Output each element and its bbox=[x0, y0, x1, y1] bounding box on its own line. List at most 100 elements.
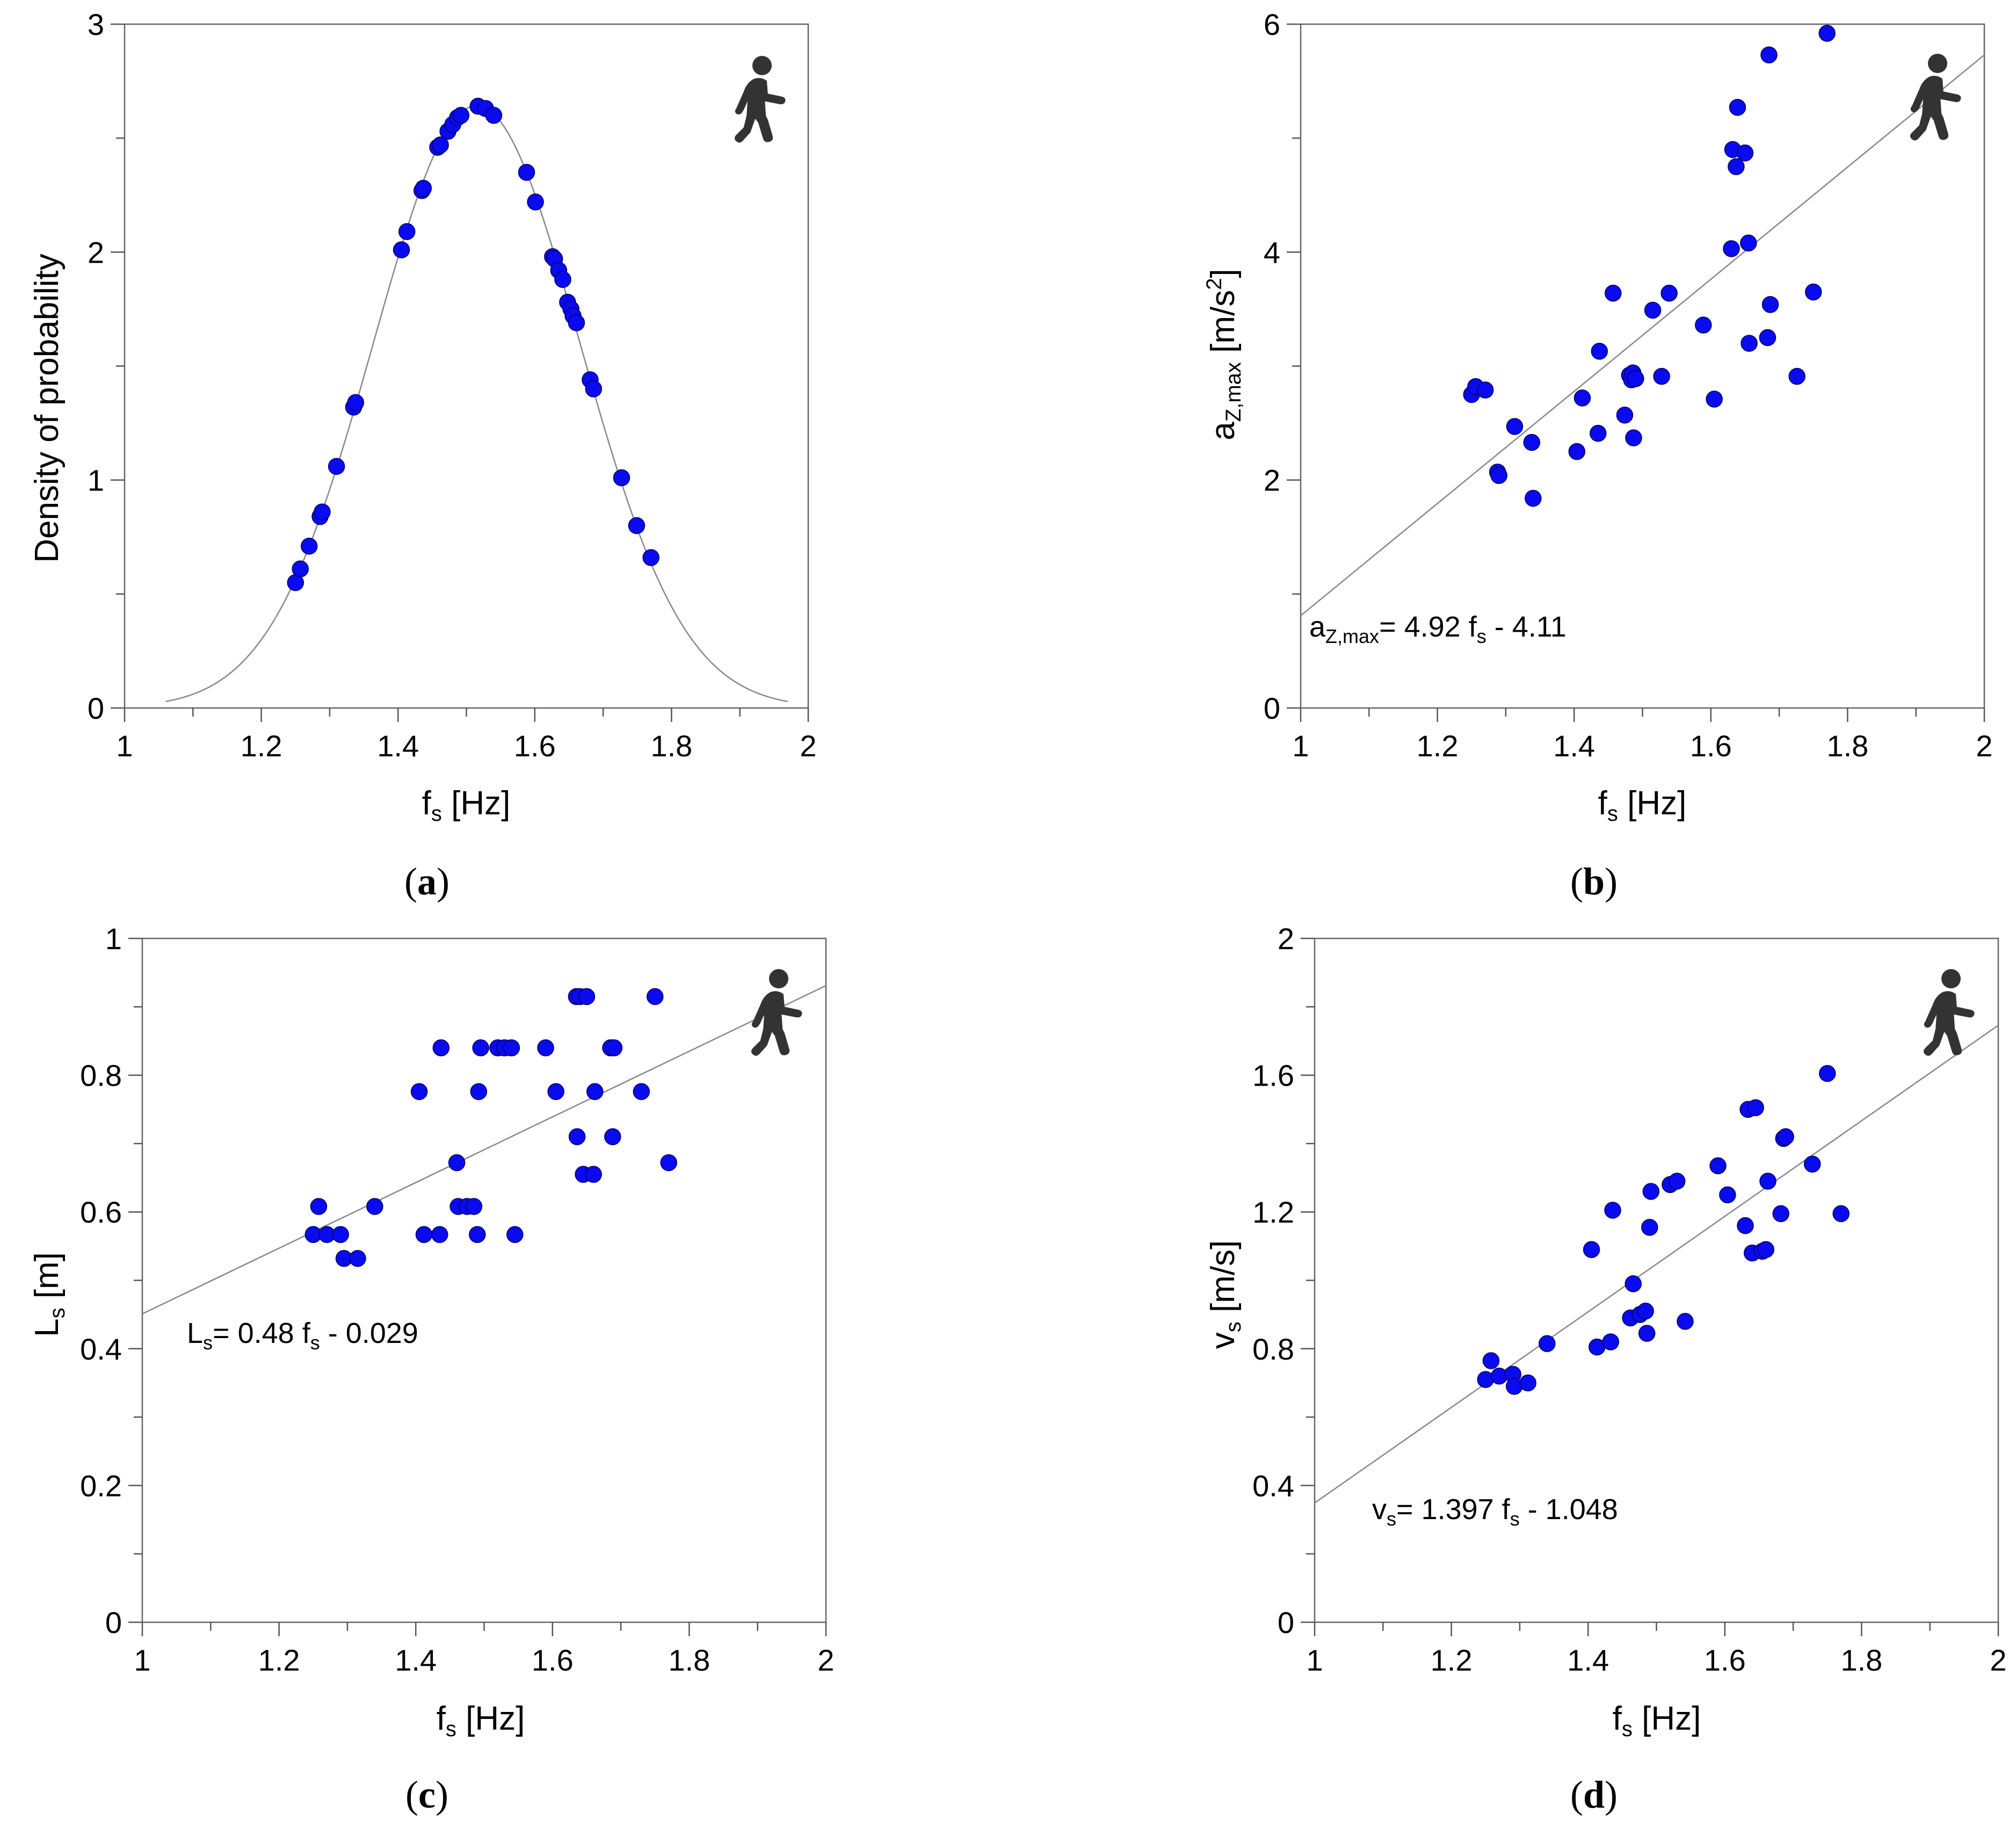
data-point bbox=[1760, 46, 1778, 64]
panel-b-axes: 1 1.2 1.4 1.6 1.8 2 0 2 4 6 bbox=[1264, 8, 1993, 763]
data-point bbox=[1677, 1313, 1694, 1330]
data-point bbox=[568, 314, 585, 331]
data-point bbox=[431, 1226, 448, 1243]
data-point bbox=[1737, 1217, 1754, 1234]
panel-c-axes: 1 1.2 1.4 1.6 1.8 2 0 0.2 0.4 0.6 0.8 1 bbox=[80, 922, 834, 1677]
data-point bbox=[469, 1226, 486, 1243]
data-point bbox=[432, 1039, 450, 1057]
data-point bbox=[410, 1083, 428, 1100]
data-point bbox=[347, 394, 365, 411]
y-tick-label: 0 bbox=[1264, 691, 1280, 725]
data-point bbox=[1604, 1202, 1621, 1219]
data-point bbox=[628, 517, 646, 534]
panel-a-xlabel: fs [Hz] bbox=[422, 785, 511, 826]
data-point bbox=[472, 1039, 489, 1057]
x-tick-label: 1.2 bbox=[241, 729, 282, 763]
panel-d-ylabel: vs [m/s] bbox=[1205, 1240, 1245, 1349]
y-tick-label: 2 bbox=[1264, 464, 1280, 497]
y-tick-label: 6 bbox=[1264, 8, 1280, 41]
data-point bbox=[1591, 343, 1608, 360]
x-tick-label: 1.2 bbox=[1417, 729, 1459, 763]
data-point bbox=[554, 271, 571, 288]
data-point bbox=[518, 164, 535, 181]
plot-frame bbox=[124, 23, 809, 709]
data-point bbox=[633, 1083, 650, 1100]
data-point bbox=[328, 458, 345, 475]
x-tick-label: 1 bbox=[134, 1643, 150, 1677]
y-tick-label: 1.2 bbox=[1252, 1195, 1294, 1229]
x-tick-label: 1 bbox=[1292, 729, 1309, 763]
x-tick-label: 1.8 bbox=[1826, 729, 1868, 763]
y-tick-label: 0.8 bbox=[1252, 1332, 1294, 1366]
data-point bbox=[1759, 1173, 1776, 1190]
regression-line bbox=[142, 985, 826, 1315]
data-point bbox=[1653, 367, 1670, 385]
y-tick-label: 0 bbox=[88, 691, 104, 725]
x-tick-label: 1.6 bbox=[1704, 1643, 1746, 1677]
panel-b-xlabel: fs [Hz] bbox=[1598, 785, 1687, 826]
data-point bbox=[537, 1039, 554, 1057]
x-tick-label: 1.8 bbox=[668, 1643, 710, 1677]
data-point bbox=[1573, 389, 1591, 407]
x-tick-label: 2 bbox=[817, 1643, 834, 1677]
data-point bbox=[1605, 284, 1622, 302]
data-point bbox=[660, 1154, 677, 1172]
data-point bbox=[1523, 433, 1541, 451]
panel-a-ylabel: Density of probability bbox=[28, 254, 66, 563]
panel-b: 1 1.2 1.4 1.6 1.8 2 0 2 4 6 aZ,max [m/s2] fs [Hz]… bbox=[1202, 8, 1993, 903]
panel-d-equation: vs= 1.397 fs - 1.048 bbox=[1372, 1493, 1618, 1530]
data-point bbox=[527, 193, 544, 211]
data-point bbox=[1625, 1275, 1642, 1292]
x-tick-label: 2 bbox=[800, 729, 816, 763]
y-tick-label: 1 bbox=[88, 464, 104, 497]
data-point bbox=[366, 1198, 383, 1215]
data-point bbox=[292, 560, 309, 577]
data-point bbox=[1668, 1173, 1686, 1190]
data-point bbox=[547, 1083, 564, 1100]
data-point bbox=[1660, 284, 1678, 302]
data-point bbox=[1695, 316, 1712, 334]
regression-line bbox=[1315, 1024, 1998, 1504]
x-tick-label: 1.8 bbox=[650, 729, 692, 763]
plot-frame bbox=[1300, 23, 1985, 709]
regression-line bbox=[1301, 54, 1984, 617]
data-point bbox=[1788, 367, 1805, 385]
data-point bbox=[1644, 301, 1662, 319]
y-tick-label: 0.4 bbox=[80, 1332, 122, 1366]
data-point bbox=[415, 1226, 433, 1243]
x-tick-label: 1.2 bbox=[1431, 1643, 1473, 1677]
data-point bbox=[1747, 1099, 1764, 1116]
panel-d-axes: 1 1.2 1.4 1.6 1.8 2 0 0.4 0.8 1.2 1.6 2 bbox=[1252, 922, 2006, 1677]
data-point bbox=[503, 1039, 520, 1057]
y-tick-label: 0.4 bbox=[1252, 1469, 1294, 1502]
panel-c-ylabel: Ls [m] bbox=[28, 1252, 69, 1337]
data-point bbox=[1637, 1303, 1654, 1320]
data-point bbox=[1482, 1352, 1500, 1369]
x-tick-label: 1 bbox=[1306, 1643, 1323, 1677]
data-point bbox=[314, 503, 331, 521]
data-point bbox=[1772, 1205, 1789, 1223]
data-point bbox=[393, 241, 410, 258]
pedestrian-walking-icon bbox=[751, 969, 802, 1056]
data-point bbox=[1723, 240, 1740, 257]
data-point bbox=[349, 1250, 366, 1267]
data-point bbox=[1759, 329, 1776, 346]
panel-b-equation: aZ,max= 4.92 fs - 4.11 bbox=[1309, 611, 1567, 647]
data-point bbox=[1729, 99, 1746, 116]
data-point bbox=[605, 1039, 623, 1057]
data-point bbox=[1641, 1219, 1658, 1236]
data-point bbox=[1761, 296, 1779, 313]
data-point bbox=[1583, 1241, 1600, 1258]
panel-b-label: (b) bbox=[1570, 860, 1618, 903]
data-point bbox=[485, 106, 503, 124]
data-point bbox=[1627, 370, 1644, 387]
data-point bbox=[1728, 158, 1745, 175]
data-point bbox=[568, 1128, 586, 1145]
data-point bbox=[448, 1154, 466, 1172]
data-point bbox=[1832, 1205, 1850, 1223]
data-point bbox=[586, 1083, 604, 1100]
x-tick-label: 1.4 bbox=[395, 1643, 437, 1677]
data-point bbox=[1805, 283, 1822, 301]
